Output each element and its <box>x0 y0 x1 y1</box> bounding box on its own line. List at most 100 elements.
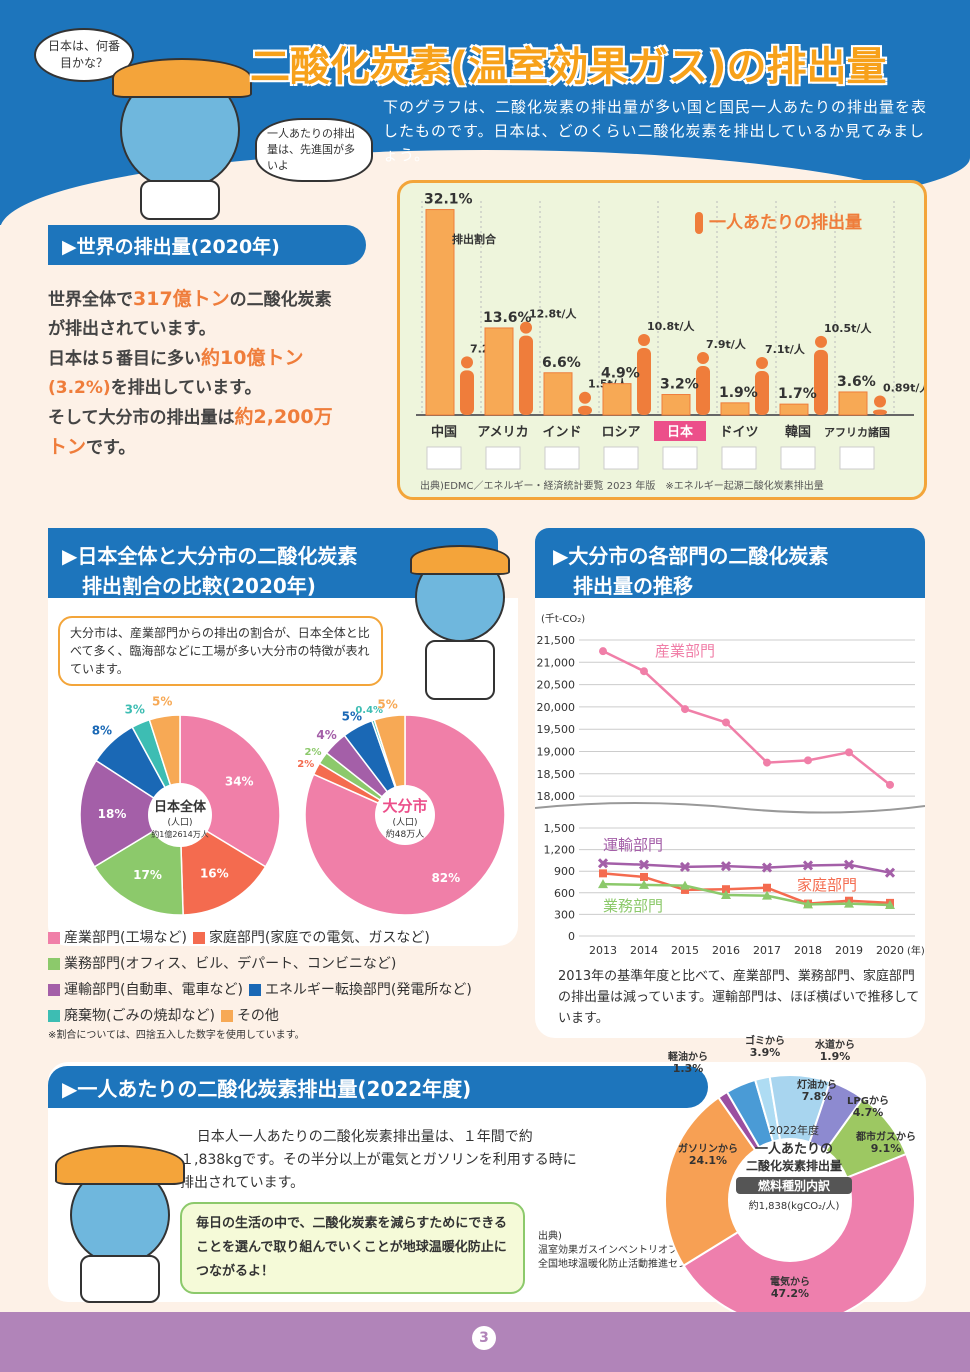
legend-swatch <box>220 1010 233 1022</box>
fuel-val-0: 47.2% <box>771 1287 809 1300</box>
per-capita-head-6 <box>815 335 827 348</box>
flag-icon-7 <box>839 446 875 470</box>
flag-icon-2 <box>544 446 580 470</box>
world-l3b: 約10億トン <box>201 347 304 369</box>
pie-title: 日本全体 <box>154 799 207 815</box>
per-capita-bar-3 <box>637 348 651 415</box>
share-note: 排出割合 <box>452 232 497 246</box>
x-tick: 2015 <box>671 944 699 957</box>
country-source: 出典)EDMC／エネルギー・経済統計要覧 2023 年版 ※エネルギー起源二酸化… <box>420 481 824 492</box>
y-tick: 900 <box>554 865 575 878</box>
intro-text: 下のグラフは、二酸化炭素の排出量が多い国と国民一人あたりの排出量を表したものです… <box>383 98 928 164</box>
per-capita-bar-0 <box>460 370 474 415</box>
per-capita-head-0 <box>461 356 473 369</box>
country-label-2: インド <box>542 425 581 440</box>
legend-label: 産業部門(工場など) <box>64 930 187 946</box>
share-label-0: 32.1% <box>424 192 473 208</box>
pie-sub2: 約1億2614万人 <box>151 829 208 839</box>
legend-swatch <box>248 984 261 996</box>
pie-sub: (人口) <box>167 817 192 828</box>
mascot-body <box>140 180 220 220</box>
point <box>598 879 608 889</box>
per-capita-bar-7 <box>873 409 887 415</box>
series-name-0: 産業部門 <box>655 642 715 660</box>
share-bar-4 <box>661 394 691 416</box>
world-l6b: です。 <box>86 438 136 458</box>
percap-text: 日本人一人あたりの二酸化炭素排出量は、１年間で約１,838kgです。その半分以上… <box>180 1129 577 1191</box>
japan-pie-chart: 34% 16% 17% 18% 8% 3% 5% 日本全体 (人口)約1億2614万人 <box>79 695 281 916</box>
slice-label-1: 16% <box>200 867 229 881</box>
slice-label-2: 17% <box>133 868 162 882</box>
point <box>722 718 730 727</box>
slice-3 <box>79 759 182 868</box>
y-tick: 0 <box>568 930 575 943</box>
fuel-val-2: 1.3% <box>673 1062 704 1075</box>
trend-line-chart: (千t-CO₂) 21,500 21,000 20,500 20,000 19,500 19… <box>535 613 925 957</box>
point <box>679 861 691 872</box>
country-label-1: アメリカ <box>477 425 528 440</box>
pie-title: 大分市 <box>382 797 427 815</box>
country-label-6: 韓国 <box>785 424 811 440</box>
point <box>762 890 772 900</box>
page-title: 二酸化炭素(温室効果ガス)の排出量 <box>250 44 887 90</box>
slice-label-4: 8% <box>92 724 112 738</box>
point <box>763 758 771 767</box>
per-capita-title-text: 一人あたりの排出量 <box>709 213 862 233</box>
fuel-cat-7: 都市ガスから <box>855 1130 916 1143</box>
point <box>599 869 607 878</box>
per-capita-bar-6 <box>814 349 828 415</box>
fuel-val-6: 4.7% <box>853 1106 884 1119</box>
share-label-4: 3.2% <box>660 377 699 393</box>
point <box>884 867 896 878</box>
trend-card <box>535 598 925 1038</box>
pc-label-3: 10.8t/人 <box>647 319 695 333</box>
point <box>845 748 853 757</box>
legend-label: その他 <box>236 1008 279 1024</box>
fuel-cat-2: 軽油から <box>668 1050 708 1063</box>
point <box>721 889 731 899</box>
slice-label-3: 4% <box>316 728 336 742</box>
percap-source: 出典) 温室効果ガスインベントリオフィス 全国地球温暖化防止活動推進センターウェ… <box>538 1231 788 1270</box>
legend-item: 業務部門(オフィス、ビル、デパート、コンビニなど) <box>48 952 396 976</box>
legend-item: 廃棄物(ごみの焼却など) <box>48 1004 215 1028</box>
mascot-3-hat <box>55 1145 185 1185</box>
world-l4a: (3.2%) <box>48 378 111 398</box>
flag-icon-5 <box>721 446 757 470</box>
fuel-val-1: 24.1% <box>689 1154 727 1167</box>
point <box>844 898 854 908</box>
fuel-cat-5: 灯油から <box>797 1078 837 1091</box>
mascot-2-hat <box>410 545 510 575</box>
point <box>804 756 812 765</box>
fuel-cat-3: ゴミから <box>745 1034 785 1047</box>
slice-label-5: 3% <box>125 702 145 716</box>
per-capita-bar-5 <box>755 370 769 415</box>
series-line-1 <box>602 862 891 874</box>
share-bar-2 <box>543 372 573 416</box>
world-l1a: 世界全体で <box>48 290 133 310</box>
mascot-hat <box>112 58 252 98</box>
point <box>640 872 648 881</box>
per-capita-head-7 <box>874 395 886 408</box>
axis-break <box>535 802 925 814</box>
y-tick: 21,000 <box>537 656 576 669</box>
trend-heading-box <box>535 528 925 608</box>
flag-icon-4 <box>662 446 698 470</box>
point <box>680 880 690 890</box>
y-tick: 19,000 <box>537 746 576 759</box>
x-tick: 2020 <box>876 944 904 957</box>
world-l6a: トン <box>48 436 87 458</box>
world-l4b: を排出しています。 <box>110 378 262 398</box>
point <box>722 885 730 894</box>
y-tick: 20,500 <box>537 679 576 692</box>
per-capita-head-1 <box>520 321 532 334</box>
point <box>843 859 855 870</box>
y-tick: 19,500 <box>537 723 576 736</box>
point <box>639 879 649 889</box>
country-label-4: 日本 <box>667 424 693 440</box>
share-label-5: 1.9% <box>719 385 758 401</box>
y-tick: 18,500 <box>537 768 576 781</box>
flag-icon-3 <box>603 446 639 470</box>
trend-text: 2013年の基準年度と比べて、産業部門、業務部門、家庭部門の排出量は減っています… <box>558 969 920 1026</box>
legend-item: その他 <box>220 1004 279 1028</box>
point <box>886 780 894 789</box>
